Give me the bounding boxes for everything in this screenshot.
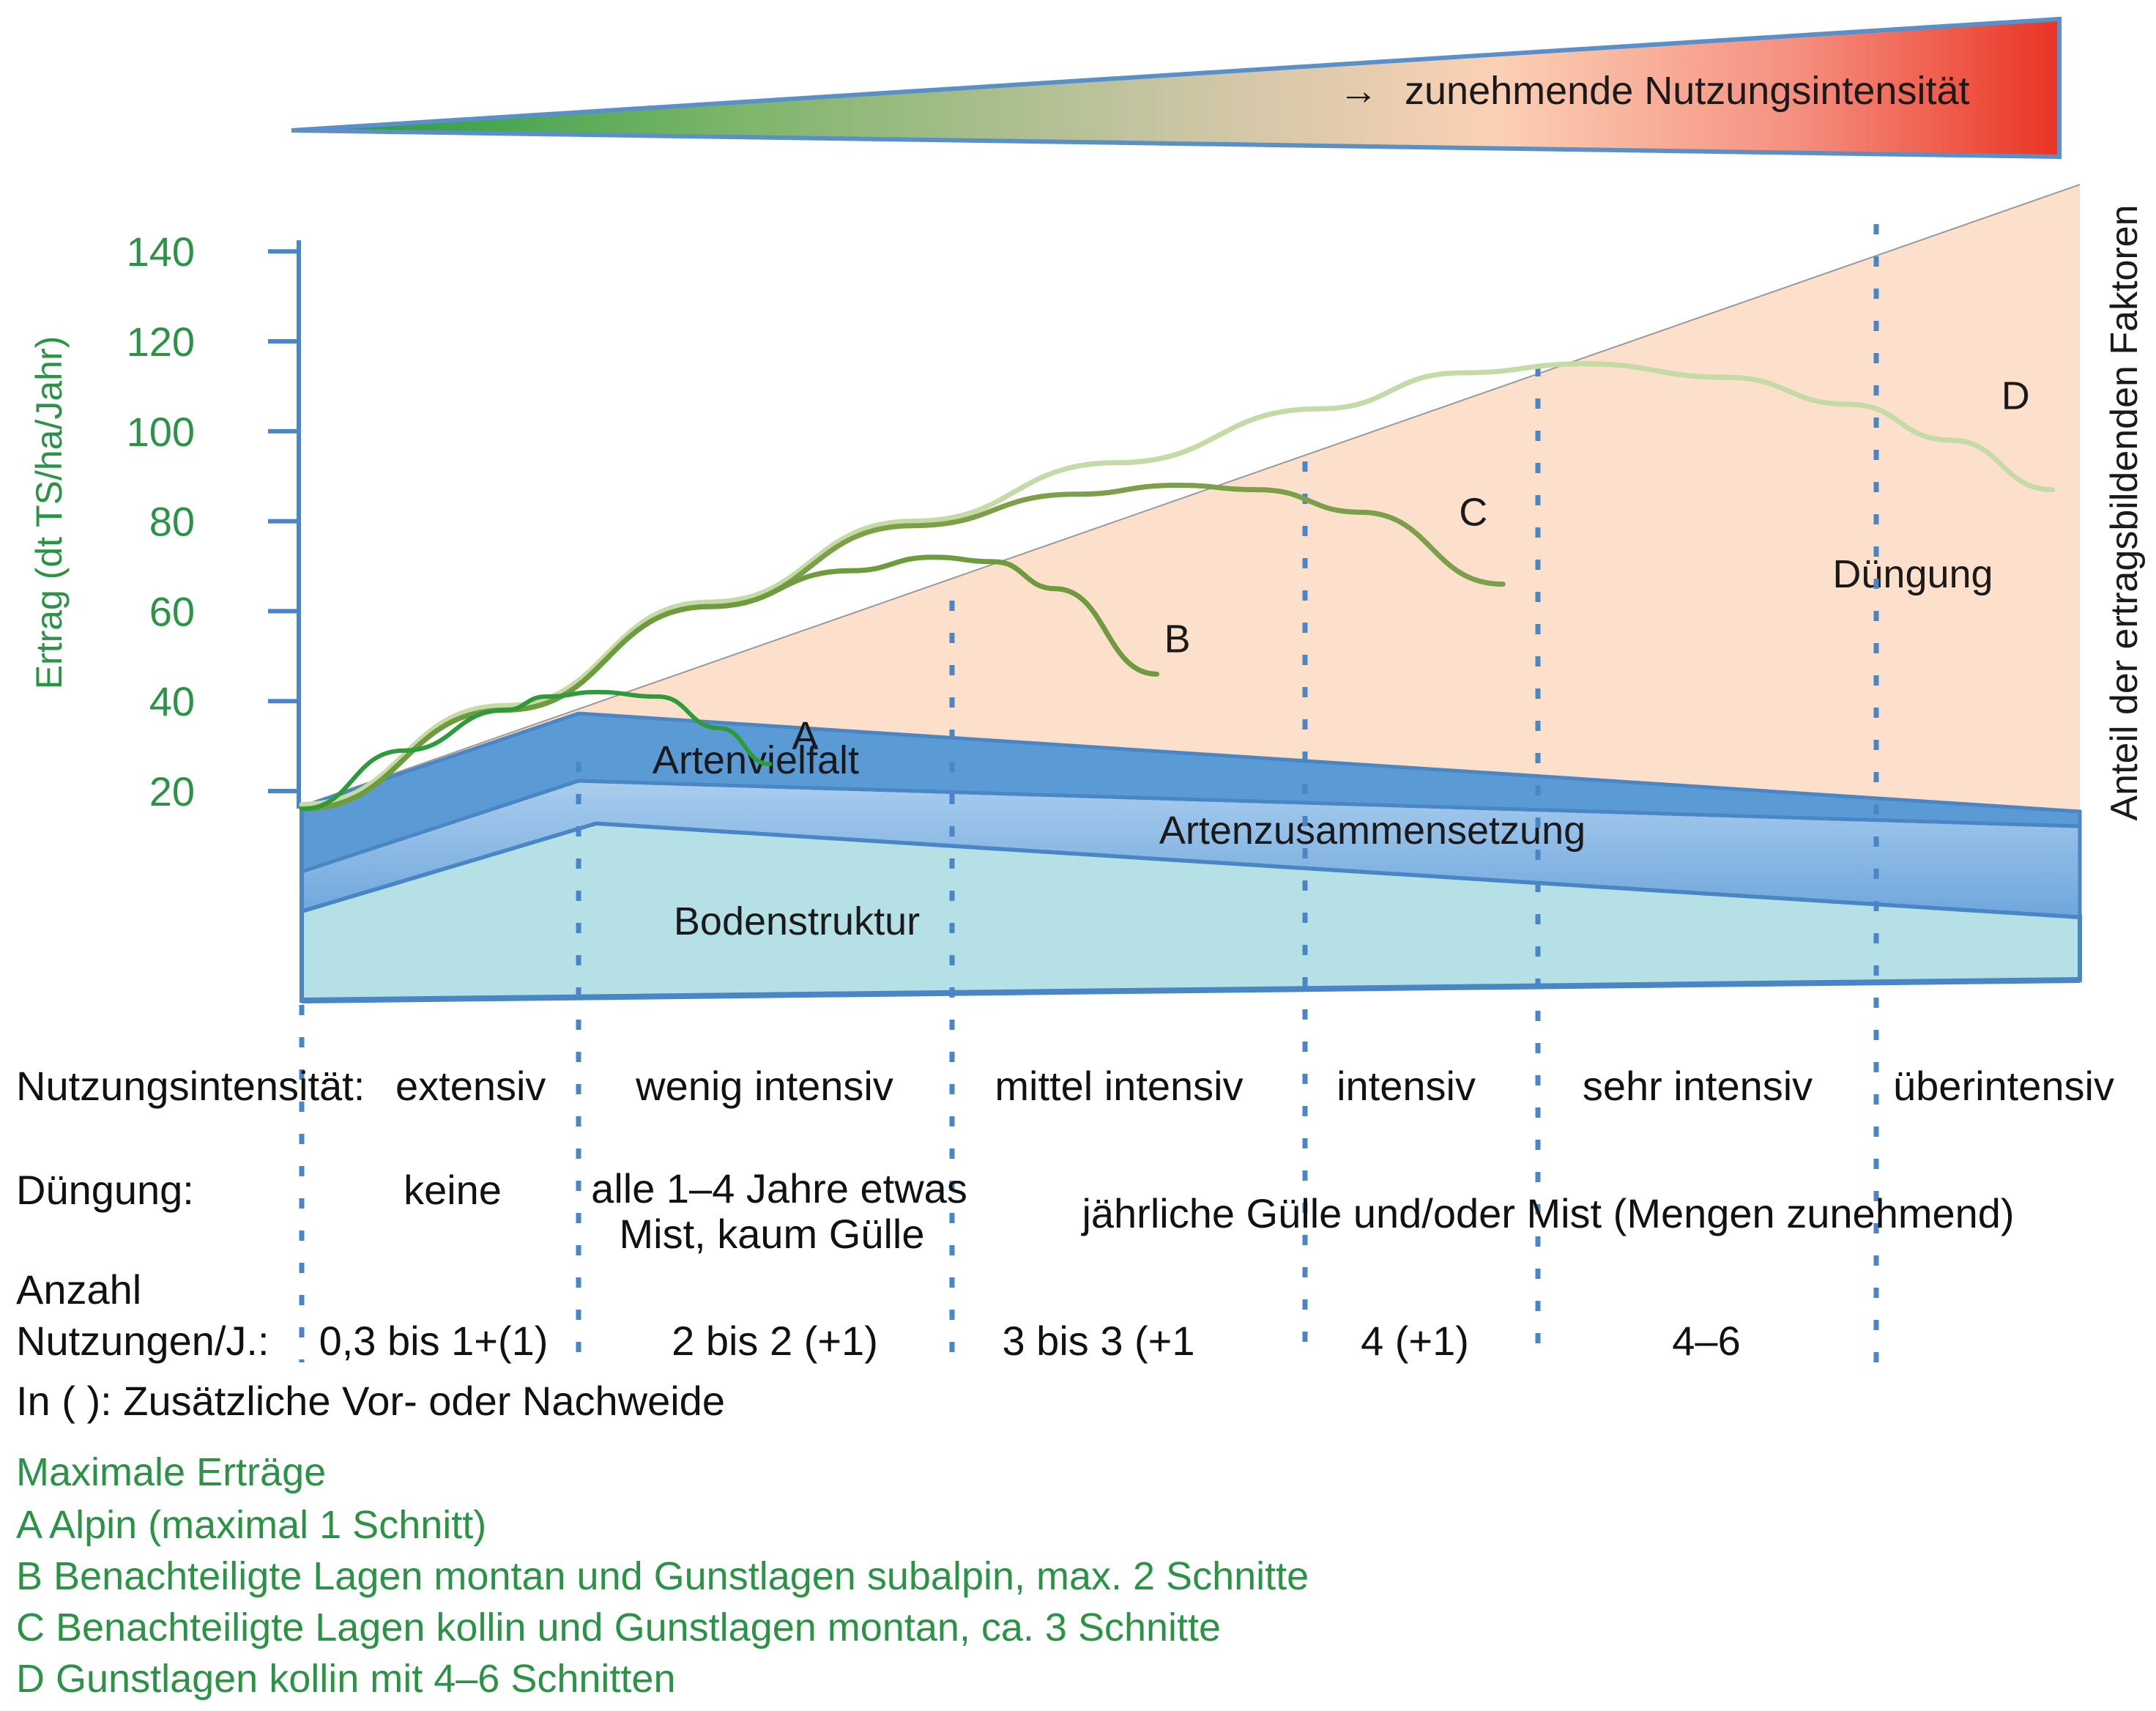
legend-item-c: C Benachteiligte Lagen kollin und Gunstl… [16,1606,1221,1649]
note-vor-nachweide: In ( ): Zusätzliche Vor- oder Nachweide [16,1378,725,1424]
arrow-text: zunehmende Nutzungsintensität [1405,69,1970,113]
y-tick-label: 140 [127,229,195,275]
duengung-wenig-line1: alle 1–4 Jahre etwas [591,1165,967,1211]
y-tick-label: 100 [127,409,195,455]
band-label-artenzusammensetzung: Artenzusammensetzung [1159,809,1586,853]
anzahl-wenig-intensiv: 2 bis 2 (+1) [672,1318,878,1364]
anzahl-extensiv: 0,3 bis 1+(1) [319,1318,549,1364]
y-axis-label: Ertrag (dt TS/ha/Jahr) [29,336,70,690]
y-tick-label: 20 [149,768,195,814]
duengung-jaehrlich: jährliche Gülle und/oder Mist (Mengen zu… [1080,1190,2014,1236]
y-tick-label: 40 [149,678,195,724]
curve-label-b: B [1164,617,1191,661]
nutzung-sehr-intensiv: sehr intensiv [1583,1063,1813,1109]
curve-label-c: C [1459,491,1487,535]
nutzung-mittel-intensiv: mittel intensiv [995,1063,1243,1109]
duengung-wenig-line2: Mist, kaum Gülle [620,1211,925,1257]
anzahl-mittel-intensiv: 3 bis 3 (+1 [1002,1318,1194,1364]
curve-label-a: A [792,714,818,758]
curve-label-d: D [2001,374,2030,418]
band-label-duengung: Düngung [1832,552,1993,596]
nutzung-extensiv: extensiv [395,1063,546,1109]
duengung-keine: keine [404,1167,502,1213]
intensity-wedge [291,16,2062,160]
legend-title: Maximale Erträge [16,1450,326,1494]
column-dividers [299,224,1879,1362]
row-label-nutzungen: Nutzungen/J.: [16,1318,270,1364]
y-ticks: 140 120 100 80 60 40 20 [127,229,300,814]
band-base-line [301,977,2081,1003]
anzahl-sehr-intensiv: 4–6 [1672,1318,1740,1364]
row-label-duengung: Düngung: [16,1167,194,1213]
row-label-nutzungsintensitaet: Nutzungsintensität: [16,1063,365,1109]
band-label-bodenstruktur: Bodenstruktur [674,899,920,943]
duengung-upper-edge [301,184,2081,806]
arrow-glyph: → [1339,69,1378,113]
nutzung-wenig-intensiv: wenig intensiv [635,1063,893,1109]
curve-a [300,689,773,812]
nutzung-intensiv: intensiv [1337,1063,1476,1109]
y-tick-label: 120 [127,319,195,365]
row-label-anzahl: Anzahl [16,1266,141,1313]
legend-item-d: D Gunstlagen kollin mit 4–6 Schnitten [16,1657,676,1701]
curve-d [299,361,2056,807]
legend-item-a: A Alpin (maximal 1 Schnitt) [16,1503,486,1547]
anzahl-intensiv: 4 (+1) [1361,1318,1469,1364]
y-tick-label: 80 [149,499,195,545]
right-axis-label: Anteil der ertragsbildenden Faktoren [2103,204,2146,820]
legend-item-b: B Benachteiligte Lagen montan und Gunstl… [16,1554,1309,1598]
yield-curves: D C B A [299,361,2056,812]
y-tick-label: 60 [149,588,195,634]
nutzung-ueberintensiv: überintensiv [1893,1063,2114,1109]
